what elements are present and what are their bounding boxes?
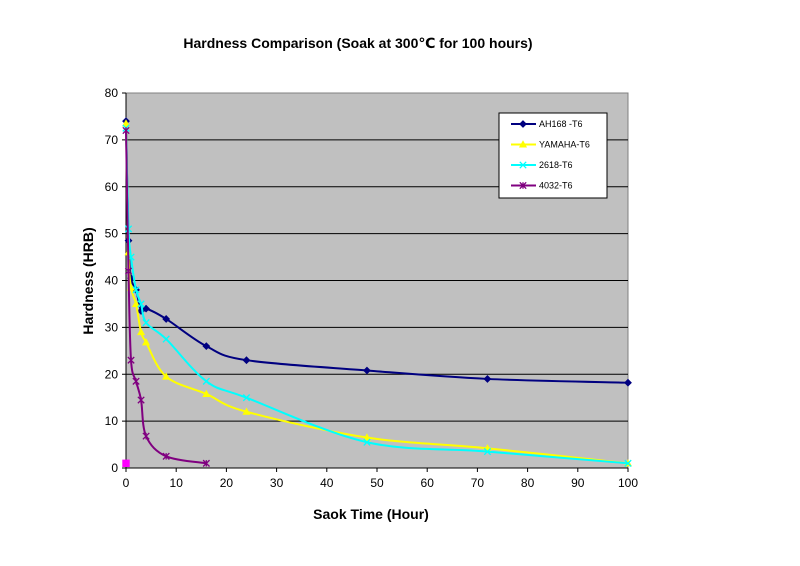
data-point [483, 375, 492, 383]
data-point [202, 342, 211, 351]
x-tick-label: 50 [370, 476, 384, 490]
x-tick-label: 40 [320, 476, 334, 490]
data-point [162, 315, 171, 323]
x-tick-label: 20 [220, 476, 234, 490]
data-point [122, 126, 130, 135]
data-point [363, 438, 371, 446]
legend-marker [519, 181, 527, 190]
data-point [137, 327, 146, 336]
x-tick-label: 30 [270, 476, 284, 490]
data-point [121, 119, 131, 127]
x-tick-label: 80 [521, 476, 535, 490]
x-tick-label: 60 [421, 476, 435, 490]
data-point [142, 432, 150, 440]
x-tick-label: 0 [123, 476, 130, 490]
x-tick-label: 100 [618, 476, 638, 490]
data-point [242, 394, 251, 402]
legend-item: 2618-T6 [511, 160, 573, 170]
legend-box [498, 112, 608, 199]
tick-labels: 0 10 20 30 40 50 60 70 80 0 10 20 30 40 50 60 70 80 90 100 [105, 86, 639, 490]
y-tick-label: 20 [105, 367, 119, 381]
data-point [124, 267, 133, 275]
y-tick-label: 70 [105, 133, 119, 147]
data-point [242, 407, 251, 415]
series-1 [121, 119, 633, 467]
series-3 [122, 126, 210, 467]
series [121, 117, 633, 468]
x-tick-label: 10 [170, 476, 184, 490]
data-point [202, 389, 211, 397]
data-point [624, 378, 632, 387]
chart-title: Hardness Comparison (Soak at 300℃ for 10… [183, 35, 532, 51]
legend-label: YAMAHA-T6 [539, 140, 590, 150]
data-point [132, 377, 140, 385]
data-point [483, 447, 492, 456]
data-point [142, 338, 151, 346]
data-point [122, 459, 130, 468]
data-point [132, 286, 140, 294]
y-tick-label: 0 [111, 461, 118, 475]
y-tick-label: 10 [105, 414, 119, 428]
x-tick-label: 70 [471, 476, 485, 490]
legend-item: AH168 -T6 [511, 119, 583, 129]
x-tick-label: 90 [571, 476, 585, 490]
data-point [142, 319, 150, 327]
y-tick-label: 30 [105, 320, 119, 334]
data-point [162, 335, 170, 343]
data-point [137, 396, 145, 404]
data-point [202, 377, 210, 385]
legend-marker [519, 120, 527, 128]
y-tick-label: 50 [105, 227, 119, 241]
y-tick-label: 60 [105, 180, 119, 194]
data-point [142, 304, 150, 313]
y-tick-label: 40 [105, 274, 119, 288]
y-axis-title: Hardness (HRB) [80, 227, 96, 334]
x-axis-title: Saok Time (Hour) [313, 506, 429, 522]
data-point [362, 433, 372, 441]
y-tick-label: 80 [105, 86, 119, 100]
legend-label: 4032-T6 [539, 181, 573, 191]
legend-marker [519, 161, 527, 169]
data-point [127, 356, 135, 364]
data-point [162, 372, 171, 380]
data-point [242, 356, 251, 365]
data-point [363, 366, 371, 375]
data-point [162, 452, 170, 460]
data-point [624, 459, 632, 467]
legend-marker [518, 140, 528, 148]
legend-item: 4032-T6 [511, 181, 573, 191]
data-point [202, 459, 210, 467]
legend: AH168 -T6 YAMAHA-T6 2618-T6 4032-T6 [498, 112, 608, 199]
legend-label: AH168 -T6 [539, 119, 583, 129]
data-point [137, 307, 145, 315]
data-point [131, 299, 141, 307]
legend-item: YAMAHA-T6 [511, 140, 590, 150]
data-point [137, 300, 145, 308]
legend-label: 2618-T6 [539, 160, 573, 170]
